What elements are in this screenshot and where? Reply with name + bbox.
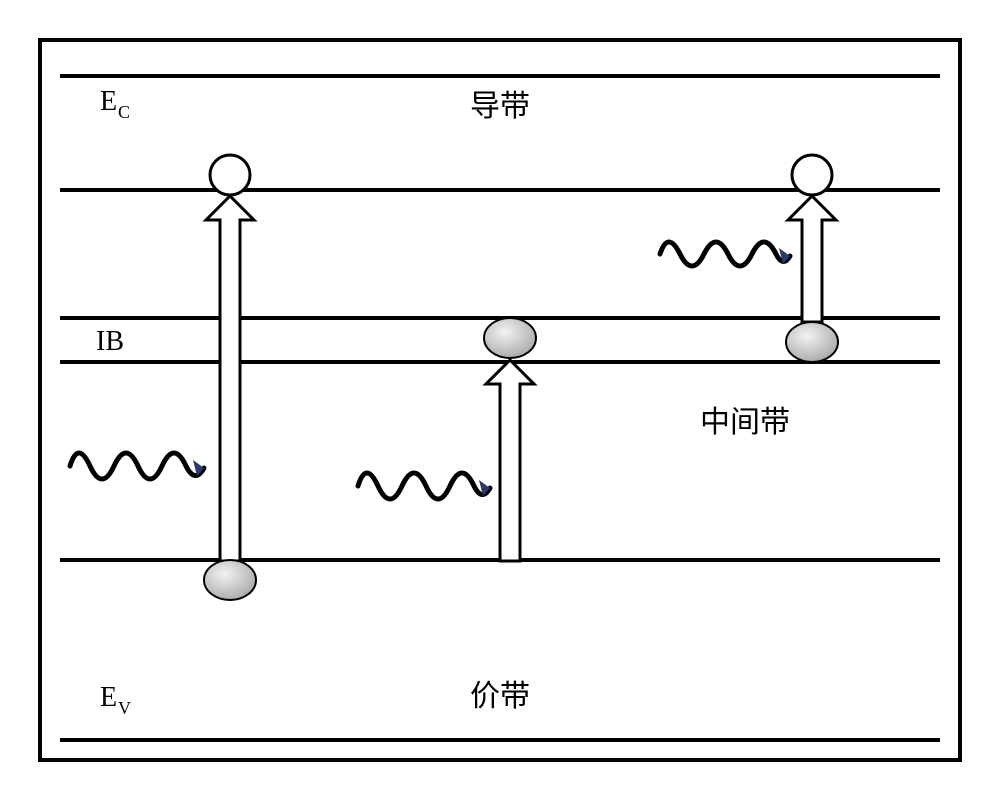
hole-1	[210, 155, 250, 195]
ec-label: E	[100, 86, 117, 117]
electron-ib-2	[786, 322, 838, 362]
hole-2	[792, 155, 832, 195]
photon-2	[358, 473, 490, 499]
diagram-canvas: E C 导带 IB 中间带 E V 价带	[0, 0, 1000, 796]
photon-1	[70, 453, 204, 479]
ib-label: IB	[96, 326, 124, 357]
ev-label: E	[100, 682, 117, 713]
ec-sub: C	[118, 102, 130, 122]
electron-ib-1	[484, 318, 536, 358]
energy-band-svg: E C 导带 IB 中间带 E V 价带	[0, 0, 1000, 796]
transition-vb-ib	[486, 360, 534, 561]
ev-sub: V	[118, 698, 131, 718]
photon-3	[660, 242, 790, 266]
electron-vb	[204, 560, 256, 600]
conduction-name: 导带	[470, 90, 530, 123]
valence-name: 价带	[470, 680, 530, 713]
transition-ib-cb	[788, 196, 836, 322]
intermediate-name: 中间带	[700, 406, 790, 439]
transition-vb-cb	[206, 196, 254, 561]
